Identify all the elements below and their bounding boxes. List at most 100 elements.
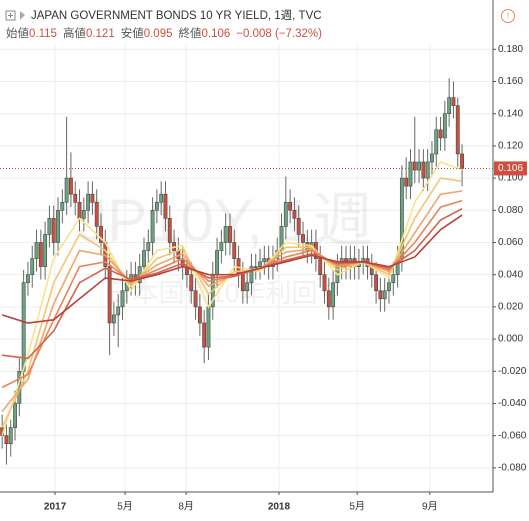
candle-body <box>404 177 409 187</box>
moving-average <box>1 161 463 436</box>
ohlc-label: 始値 <box>6 26 29 40</box>
candle-body <box>301 234 305 243</box>
y-tick-label: 0.100 <box>498 173 523 184</box>
candle-body <box>438 129 443 139</box>
x-tick-label: 5月 <box>349 501 365 513</box>
candle-body <box>90 193 95 203</box>
candle-body <box>21 282 26 372</box>
candle-body <box>442 113 447 139</box>
candle-body <box>193 290 198 308</box>
candle-body <box>240 274 245 292</box>
y-tick-label: 0.120 <box>498 141 523 152</box>
y-tick-label: -0.020 <box>498 366 527 377</box>
candle-body <box>253 266 258 268</box>
y-tick-label: 0.040 <box>498 269 523 280</box>
moving-average <box>2 207 463 360</box>
watermark: JP10Y, 1週 <box>77 187 373 254</box>
candle-body <box>296 218 301 235</box>
candle-body <box>197 306 202 324</box>
y-tick-label: 0.000 <box>498 334 523 345</box>
icon <box>8 13 13 18</box>
candle-body <box>38 242 43 267</box>
icon <box>5 10 16 21</box>
candle-body <box>99 226 103 243</box>
candle-body <box>206 306 211 348</box>
candle-body <box>94 201 99 227</box>
candle-body <box>142 250 146 267</box>
candle-body <box>378 290 383 300</box>
ohlc-label: 安値 <box>121 26 144 40</box>
candle-body <box>154 201 159 211</box>
ohlc-label: 高値 <box>63 26 86 40</box>
plot <box>0 78 493 465</box>
alert-icon[interactable] <box>501 9 515 23</box>
y-tick-label: -0.080 <box>498 462 527 473</box>
y-tick-label: -0.040 <box>498 398 527 409</box>
candle-body <box>77 201 82 219</box>
candle-body <box>223 226 228 243</box>
candle-body <box>69 177 73 195</box>
candle-body <box>326 290 331 308</box>
x-tick-label: 5月 <box>117 501 133 513</box>
candle-body <box>120 290 125 308</box>
y-tick-label: 0.180 <box>498 44 523 55</box>
candle-body <box>202 322 207 348</box>
candle-body <box>81 209 86 219</box>
ohlc-value: 0.121 <box>86 28 115 40</box>
y-tick-label: 0.020 <box>498 302 523 313</box>
ohlc-label: 終値 <box>179 26 202 40</box>
axes: 0.180 0.160 0.140 0.120 0.100 0.080 0.060 0.040… <box>44 44 527 513</box>
x-tick-label: 2018 <box>268 502 291 513</box>
candle-body <box>13 403 17 428</box>
candle-body <box>26 274 30 284</box>
candle-body <box>60 201 65 211</box>
ohlc-value: 0.095 <box>144 28 173 40</box>
header-bg <box>0 0 529 44</box>
candle-body <box>150 209 155 243</box>
candle-body <box>331 282 336 308</box>
candle-body <box>34 242 39 259</box>
candle-body <box>430 153 434 163</box>
candle-body <box>451 97 456 106</box>
candle-body <box>30 258 35 275</box>
candle-body <box>417 161 421 171</box>
candle-body <box>56 209 60 243</box>
candle-body <box>86 193 91 211</box>
candle-body <box>107 266 112 324</box>
candle-body <box>258 261 262 267</box>
candle-body <box>116 306 121 316</box>
candle-body <box>387 282 391 292</box>
candle-body <box>219 242 224 251</box>
candle-body <box>111 314 116 324</box>
candle-body <box>189 274 194 292</box>
candle-body <box>425 161 430 179</box>
x-tick-label: 8月 <box>178 501 194 513</box>
change: −0.008 (−7.32%) <box>236 28 322 40</box>
x-tick-label: 2017 <box>44 502 67 513</box>
icon <box>20 11 25 20</box>
candle-body <box>288 201 293 211</box>
candle-body <box>460 153 464 169</box>
candle-body <box>249 266 254 284</box>
moving-average <box>1 214 463 324</box>
y-tick-label: 0.080 <box>498 205 523 216</box>
candle-body <box>447 97 452 115</box>
candle-body <box>322 274 327 292</box>
ohlc-value: 0.115 <box>29 28 57 40</box>
candle-body <box>374 274 379 292</box>
candle-body <box>283 201 288 227</box>
candle-body <box>391 274 396 284</box>
y-tick-label: 0.140 <box>498 108 523 119</box>
candle-body <box>421 161 426 179</box>
y-tick-label: 0.160 <box>498 76 523 87</box>
alert-icon[interactable]: ! <box>507 12 509 21</box>
candle-body <box>245 282 250 292</box>
candle-body <box>64 177 69 203</box>
candle-body <box>318 258 323 275</box>
candle-body <box>51 218 56 243</box>
y-tick-label: 0.060 <box>498 237 523 248</box>
candle-body <box>47 218 52 235</box>
title: JAPAN GOVERNMENT BONDS 10 YR YIELD, 1週, … <box>31 9 322 22</box>
header: JAPAN GOVERNMENT BONDS 10 YR YIELD, 1週, … <box>5 9 515 40</box>
